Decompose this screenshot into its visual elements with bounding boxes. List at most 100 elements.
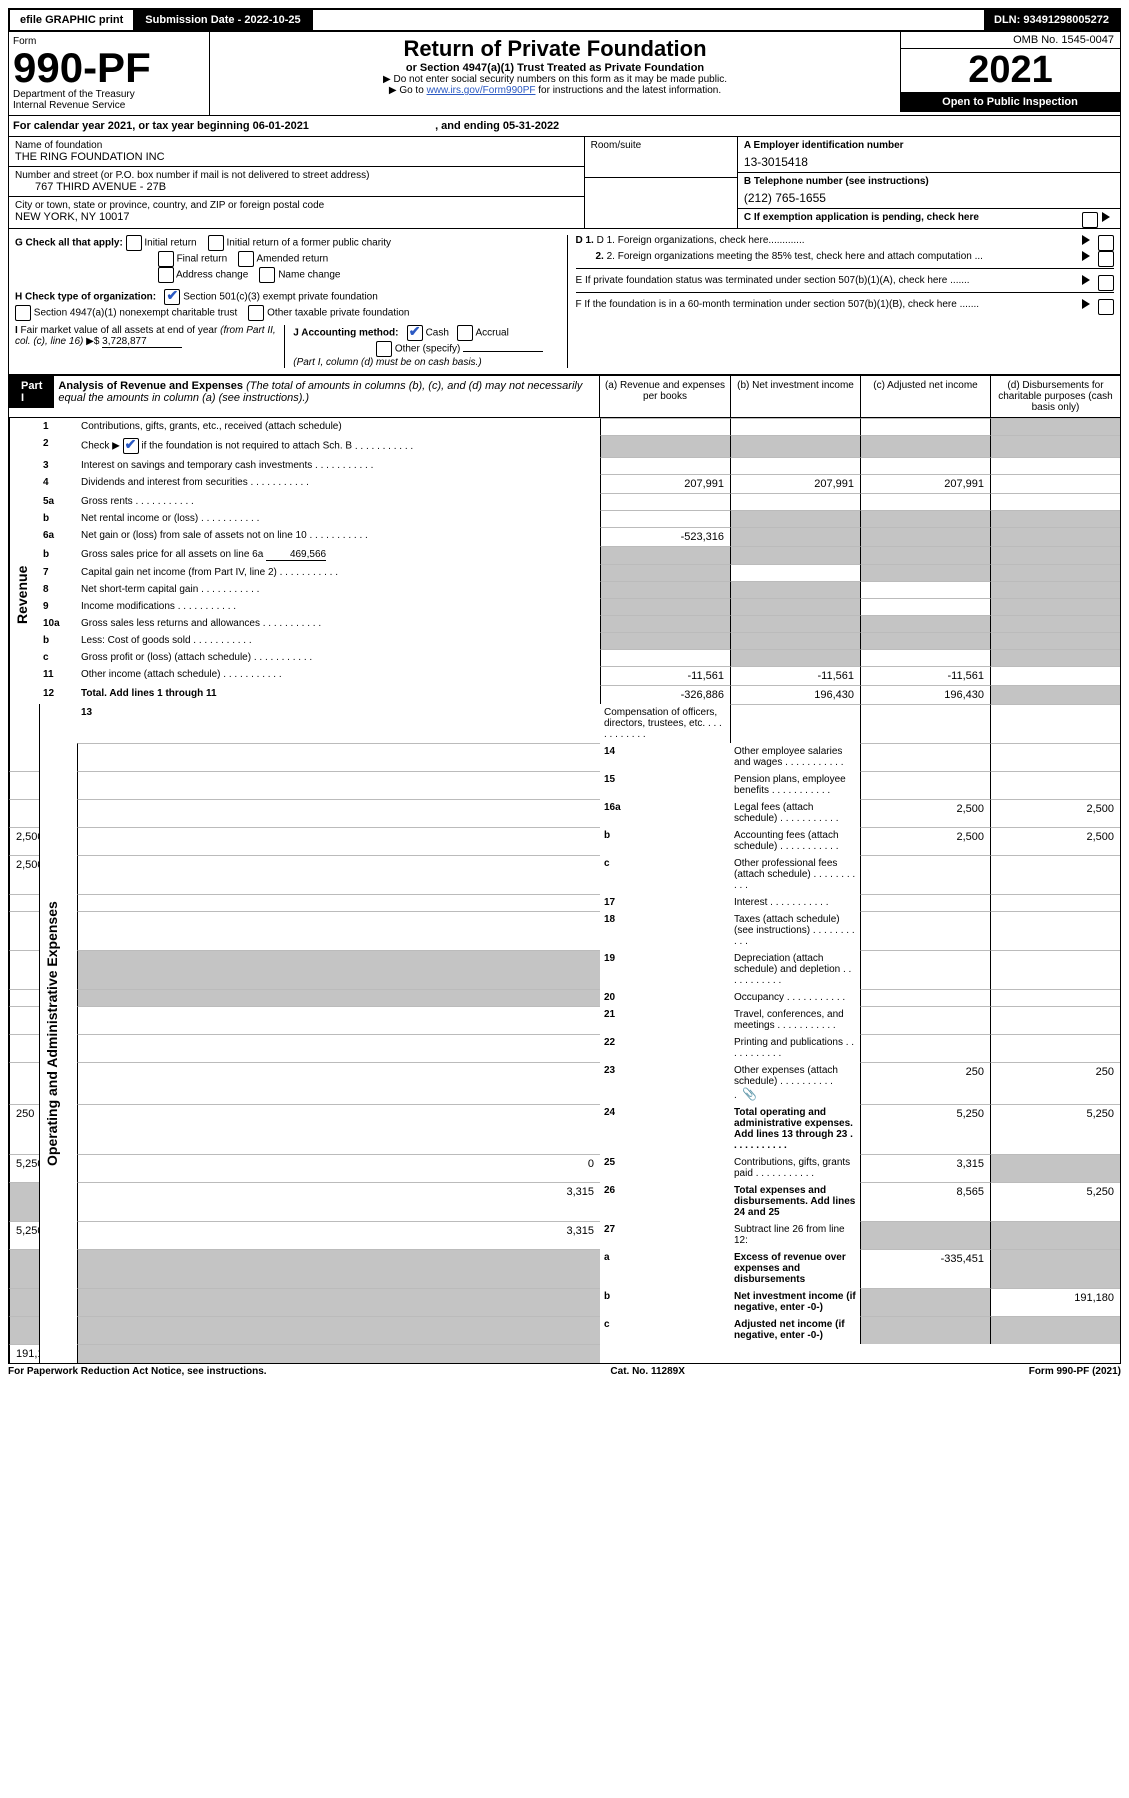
cell-5b-a — [600, 510, 730, 527]
tax-year-line: For calendar year 2021, or tax year begi… — [8, 116, 1121, 137]
dln: DLN: 93491298005272 — [984, 10, 1119, 30]
cell-18-d — [77, 950, 600, 989]
cell-22-a — [860, 1034, 990, 1062]
cell-25-b — [990, 1154, 1120, 1182]
cell-6b-a — [600, 546, 730, 564]
line-no-26: 26 — [600, 1182, 730, 1221]
line-lbl-8: Net short-term capital gain — [77, 581, 600, 598]
cell-20-b — [990, 989, 1120, 1006]
cell-13-d — [77, 743, 600, 771]
cell-23-c: 250 — [9, 1104, 39, 1154]
cell-1-d — [990, 418, 1120, 435]
foundation-city: NEW YORK, NY 10017 — [15, 211, 578, 223]
cell-27c-d — [77, 1344, 600, 1363]
foundation-address: 767 THIRD AVENUE - 27B — [15, 181, 578, 193]
instructions-link[interactable]: www.irs.gov/Form990PF — [427, 85, 536, 96]
efile-print-btn[interactable]: efile GRAPHIC print — [10, 10, 135, 30]
cell-12-b: 196,430 — [730, 685, 860, 704]
line-lbl-5b: Net rental income or (loss) — [77, 510, 600, 527]
cell-23-d — [77, 1104, 600, 1154]
cell-27b-a — [860, 1288, 990, 1316]
line-no-27a: a — [600, 1249, 730, 1288]
cell-27b-c — [9, 1316, 39, 1344]
line-lbl-9: Income modifications — [77, 598, 600, 615]
cell-13-a — [730, 704, 860, 743]
cell-16a-a: 2,500 — [860, 799, 990, 827]
cell-12-d — [990, 685, 1120, 704]
line-lbl-21: Travel, conferences, and meetings — [730, 1006, 860, 1034]
cell-6a-a: -523,316 — [600, 527, 730, 546]
501c3-cb[interactable] — [164, 289, 180, 305]
cash-cb[interactable] — [407, 325, 423, 341]
sec-i: I Fair market value of all assets at end… — [15, 325, 284, 368]
cell-4-c: 207,991 — [860, 474, 990, 493]
line-lbl-3: Interest on savings and temporary cash i… — [77, 457, 600, 474]
cell-10c-d — [990, 649, 1120, 666]
cell-22-c — [9, 1062, 39, 1104]
line-lbl-27: Subtract line 26 from line 12: — [730, 1221, 860, 1249]
accrual-cb[interactable] — [457, 325, 473, 341]
line-no-13: 13 — [77, 704, 600, 743]
cell-16a-d — [77, 827, 600, 855]
cell-20-a — [860, 989, 990, 1006]
cell-11-d — [990, 666, 1120, 685]
cell-19-a — [860, 950, 990, 989]
line-lbl-16a: Legal fees (attach schedule) — [730, 799, 860, 827]
amended-return-cb[interactable] — [238, 251, 254, 267]
cell-24-d: 0 — [77, 1154, 600, 1182]
cell-24-c: 5,250 — [9, 1154, 39, 1182]
other-taxable-cb[interactable] — [248, 305, 264, 321]
cell-4-a: 207,991 — [600, 474, 730, 493]
page-footer: For Paperwork Reduction Act Notice, see … — [8, 1364, 1121, 1377]
address-change-cb[interactable] — [158, 267, 174, 283]
line-lbl-25: Contributions, gifts, grants paid — [730, 1154, 860, 1182]
cell-6a-d — [990, 527, 1120, 546]
cell-10a-b — [730, 615, 860, 632]
cell-1-a — [600, 418, 730, 435]
initial-return-cb[interactable] — [126, 235, 142, 251]
final-return-cb[interactable] — [158, 251, 174, 267]
cell-6b-d — [990, 546, 1120, 564]
line-no-16b: b — [600, 827, 730, 855]
cell-10a-a — [600, 615, 730, 632]
cell-17-a — [860, 894, 990, 911]
cell-21-c — [9, 1034, 39, 1062]
attach-icon[interactable]: 📎 — [742, 1087, 757, 1101]
cell-16c-a — [860, 855, 990, 894]
4947-cb[interactable] — [15, 305, 31, 321]
line-lbl-23: Other expenses (attach schedule) 📎 — [730, 1062, 860, 1104]
cell-21-d — [77, 1034, 600, 1062]
other-method-cb[interactable] — [376, 341, 392, 357]
sec-e: E If private foundation status was termi… — [576, 268, 1115, 286]
cell-3-b — [730, 457, 860, 474]
sec-d: D 1. D 1. Foreign organizations, check h… — [576, 235, 1115, 262]
name-change-cb[interactable] — [259, 267, 275, 283]
cell-2-a — [600, 435, 730, 457]
year-block: OMB No. 1545-0047 2021 Open to Public In… — [900, 32, 1120, 115]
line-no-10a: 10a — [39, 615, 77, 632]
cell-18-c — [9, 950, 39, 989]
line-no-5a: 5a — [39, 493, 77, 510]
cell-4-d — [990, 474, 1120, 493]
schb-cb[interactable] — [123, 438, 139, 454]
cell-13-b — [860, 704, 990, 743]
line-no-15: 15 — [600, 771, 730, 799]
cell-13-c — [990, 704, 1120, 743]
line-no-6b: b — [39, 546, 77, 564]
line-lbl-26: Total expenses and disbursements. Add li… — [730, 1182, 860, 1221]
cell-14-c — [9, 771, 39, 799]
cell-20-d — [77, 1006, 600, 1034]
pending-checkbox[interactable] — [1082, 212, 1098, 228]
section-exp: Operating and Administrative Expenses — [39, 704, 77, 1363]
line-lbl-10a: Gross sales less returns and allowances — [77, 615, 600, 632]
cell-14-a — [860, 743, 990, 771]
part-1-tag: Part I — [9, 376, 54, 408]
cell-15-a — [860, 771, 990, 799]
foundation-name: THE RING FOUNDATION INC — [15, 151, 578, 163]
cell-22-b — [990, 1034, 1120, 1062]
line-no-8: 8 — [39, 581, 77, 598]
cell-26-b: 5,250 — [990, 1182, 1120, 1221]
line-lbl-19: Depreciation (attach schedule) and deple… — [730, 950, 860, 989]
initial-former-cb[interactable] — [208, 235, 224, 251]
cell-12-a: -326,886 — [600, 685, 730, 704]
